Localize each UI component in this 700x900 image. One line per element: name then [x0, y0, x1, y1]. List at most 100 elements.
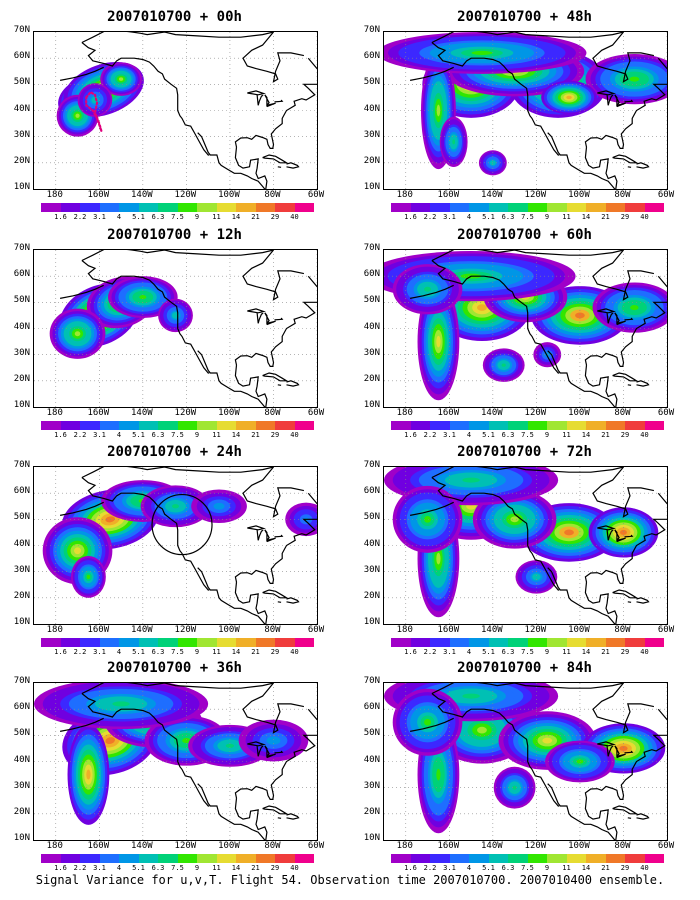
x-tick-label: 60W	[657, 625, 675, 635]
colorbar-label: 14	[581, 431, 591, 439]
colorbar-swatch	[625, 421, 645, 430]
x-tick-label: 120W	[524, 408, 547, 418]
coastline	[81, 32, 274, 44]
colorbar-label: 2.2	[73, 213, 87, 221]
y-tick-label: 60N	[13, 269, 30, 280]
colorbar-swatch	[410, 421, 430, 430]
colorbar-swatch	[527, 854, 547, 863]
map-panel-4: 2007010700 + 60h 70N 60N 50N 40N 30N 20N 10N 180…	[364, 227, 674, 442]
colorbar-swatch	[275, 854, 295, 863]
colorbar-label: 9	[194, 864, 200, 872]
colorbar-label: 1.6	[404, 431, 417, 439]
coastline	[81, 693, 210, 807]
coastline	[277, 166, 282, 168]
variance-map	[384, 32, 667, 189]
colorbar-swatch	[216, 638, 236, 647]
x-tick-label: 120W	[174, 841, 197, 851]
colorbar-swatch	[410, 854, 430, 863]
colorbar-label: 6.3	[151, 431, 165, 439]
colorbar-swatch	[138, 638, 158, 647]
y-tick-label: 40N	[363, 538, 380, 549]
x-tick-label: 180	[396, 190, 413, 200]
coastline	[81, 250, 274, 262]
coastline	[274, 99, 284, 103]
colorbar-label: 6.3	[151, 648, 165, 656]
colorbar-label: 6.3	[151, 213, 165, 221]
colorbar-swatch	[138, 203, 158, 212]
colorbar-label: 4	[466, 431, 472, 439]
colorbar-label: 3.1	[93, 648, 106, 656]
y-tick-label: 30N	[363, 129, 380, 140]
map-canvas	[33, 682, 318, 841]
colorbar-swatch	[236, 854, 256, 863]
variance-blob	[533, 342, 562, 368]
colorbar-swatch	[294, 854, 314, 863]
coastline	[242, 467, 305, 518]
x-tick-label: 180	[396, 841, 413, 851]
colorbar-label: 21	[251, 864, 260, 872]
coastline	[409, 501, 454, 516]
y-tick-label: 60N	[363, 486, 380, 497]
y-tick-label: 10N	[13, 400, 30, 410]
colorbar-swatch	[449, 638, 469, 647]
y-tick-label: 40N	[13, 538, 30, 549]
y-tick-label: 70N	[363, 25, 380, 35]
colorbar-swatch	[275, 638, 295, 647]
coastline	[627, 601, 632, 603]
coastline	[624, 750, 634, 754]
coastline	[606, 745, 614, 757]
coastline	[597, 525, 616, 531]
variance-blob	[545, 740, 615, 783]
y-tick-label: 60N	[363, 269, 380, 280]
colorbar-swatch	[99, 638, 119, 647]
variance-blob	[482, 348, 525, 382]
colorbar-swatch	[527, 638, 547, 647]
colorbar-swatch	[236, 421, 256, 430]
colorbar-swatch	[197, 854, 217, 863]
colorbar-swatch	[391, 638, 411, 647]
x-tick-label: 180	[396, 625, 413, 635]
colorbar-label: 1.6	[404, 213, 417, 221]
coastline	[256, 312, 264, 324]
colorbar-label: 1.6	[54, 864, 67, 872]
coastline	[547, 783, 616, 840]
map-canvas	[33, 466, 318, 625]
colorbar-swatch	[197, 421, 217, 430]
colorbar-swatch	[449, 203, 469, 212]
colorbar-label: 4	[466, 864, 472, 872]
coastline	[242, 683, 305, 734]
variance-map	[34, 467, 317, 624]
colorbar-swatch	[236, 203, 256, 212]
coastline	[234, 492, 317, 585]
coastline	[409, 717, 454, 732]
x-tick-label: 100W	[218, 625, 240, 635]
colorbar-label: 9	[194, 648, 200, 656]
colorbar-swatch	[391, 203, 411, 212]
colorbar-swatch	[586, 638, 606, 647]
y-tick-label: 10N	[13, 182, 30, 192]
colorbar-swatch	[469, 421, 489, 430]
coastline	[234, 798, 268, 840]
colorbar-swatch	[488, 421, 508, 430]
colorbar-swatch	[430, 638, 450, 647]
x-tick-label: 160W	[437, 625, 460, 635]
colorbar	[391, 421, 664, 430]
colorbar-label: 29	[620, 213, 630, 221]
coastline	[286, 380, 300, 387]
coastline	[266, 320, 276, 326]
colorbar-swatch	[41, 421, 61, 430]
y-tick-label: 30N	[363, 347, 380, 358]
colorbar-swatch	[644, 638, 664, 647]
coastline	[431, 260, 560, 374]
colorbar-label: 1.6	[54, 213, 67, 221]
coastline	[81, 42, 210, 156]
x-tick-label: 80W	[614, 408, 631, 418]
coastline	[81, 467, 274, 479]
colorbar-swatch	[177, 638, 197, 647]
y-tick-label: 70N	[13, 676, 30, 686]
colorbar-swatch	[469, 638, 489, 647]
coastline	[256, 94, 264, 106]
colorbar-swatch	[508, 421, 528, 430]
colorbar-swatch	[41, 854, 61, 863]
map-panel-2: 2007010700 + 48h 70N 60N 50N 40N 30N 20N 10N 180…	[364, 9, 674, 224]
